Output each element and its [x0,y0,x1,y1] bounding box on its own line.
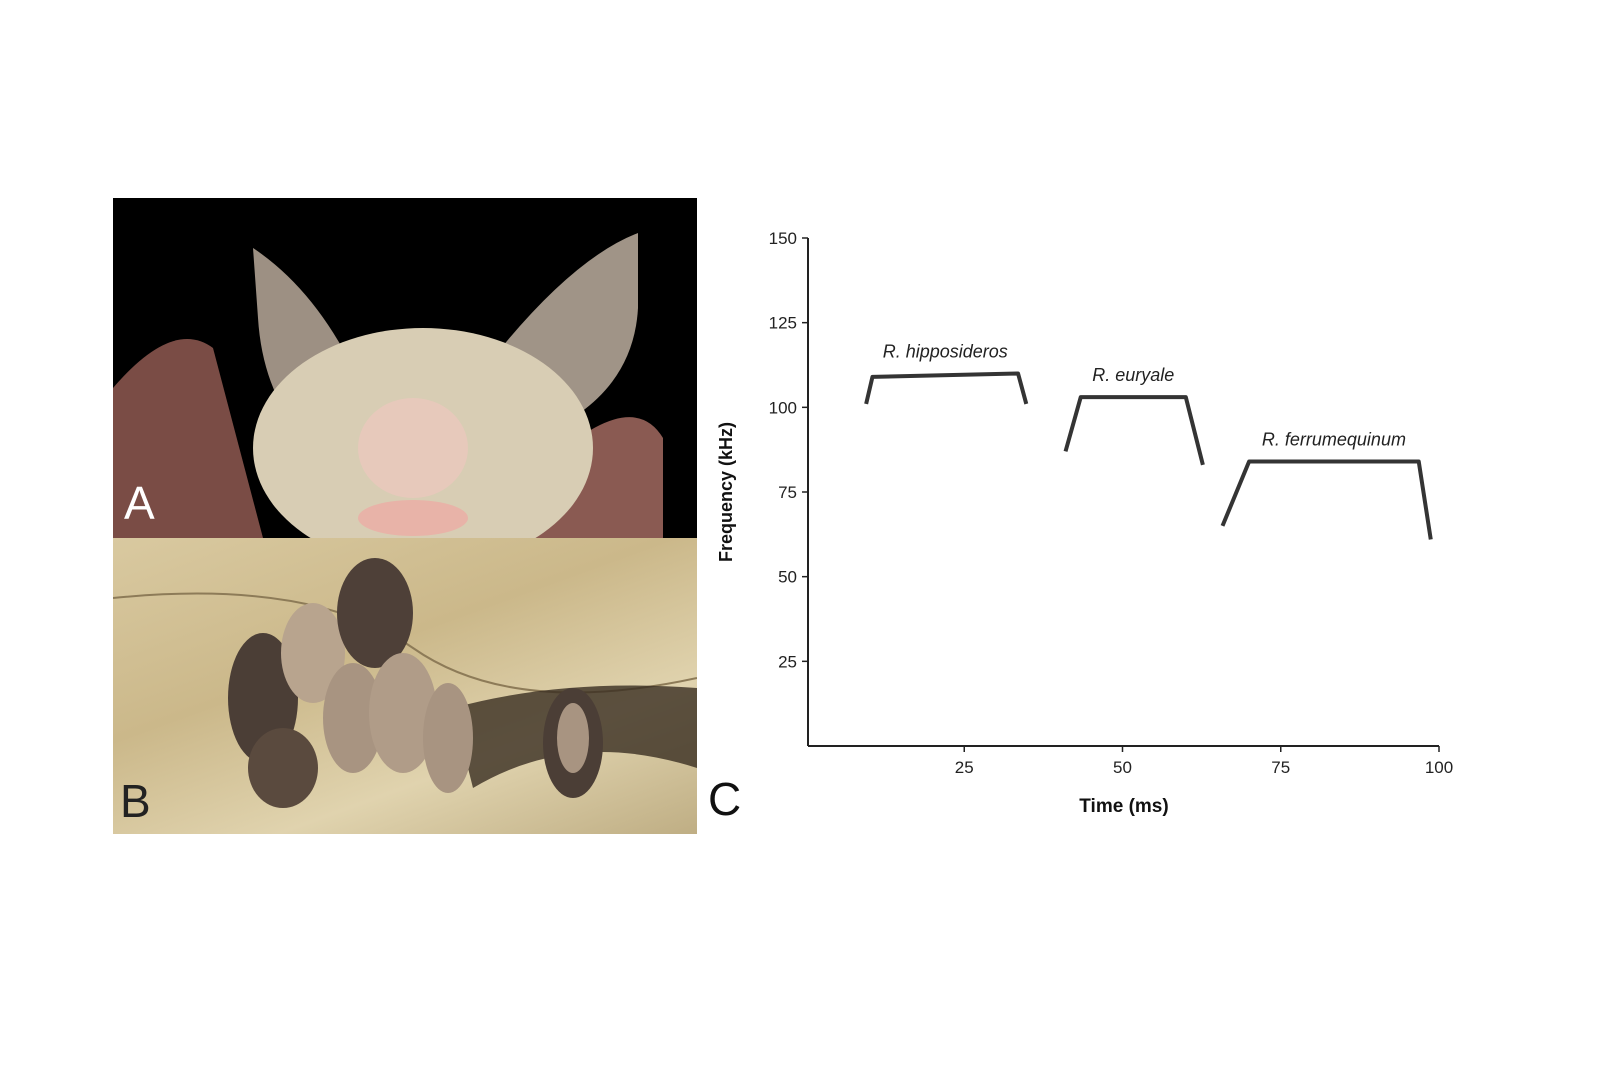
call-traces: R. hipposideros R. euryale R. ferrumequinu… [864,341,1433,540]
bat-face-photo [113,233,663,538]
axes: 25 50 75 100 125 150 25 50 75 100 [769,229,1454,777]
y-axis-label: Frequency (kHz) [716,422,736,562]
photo-panel-b-bat-colony: B [113,538,697,834]
x-tick-label: 100 [1425,758,1453,777]
species-label: R. ferrumequinum [1262,430,1406,450]
bat-colony-photo [113,558,697,808]
x-axis-label: Time (ms) [1079,796,1168,817]
call-trace-2 [1063,395,1205,466]
x-tick-label: 75 [1271,758,1290,777]
call-trace-3 [1220,459,1433,540]
x-tick-label: 50 [1113,758,1132,777]
panel-label-a: A [124,477,155,529]
x-tick-label: 25 [955,758,974,777]
panel-label-b: B [120,775,151,827]
spectrogram-chart: 25 50 75 100 125 150 25 50 75 100 R. hipposideros… [716,229,1454,817]
y-tick-label: 150 [769,229,797,248]
y-tick-label: 75 [778,483,797,502]
species-label: R. euryale [1092,365,1174,385]
y-tick-label: 25 [778,652,797,671]
call-trace-1 [864,371,1029,405]
y-tick-label: 125 [769,314,797,333]
photo-panel-a-bat-face: A [113,198,697,538]
y-tick-label: 100 [769,398,797,417]
panel-label-c: C [708,773,742,825]
species-label: R. hipposideros [883,341,1008,361]
y-tick-label: 50 [778,568,797,587]
